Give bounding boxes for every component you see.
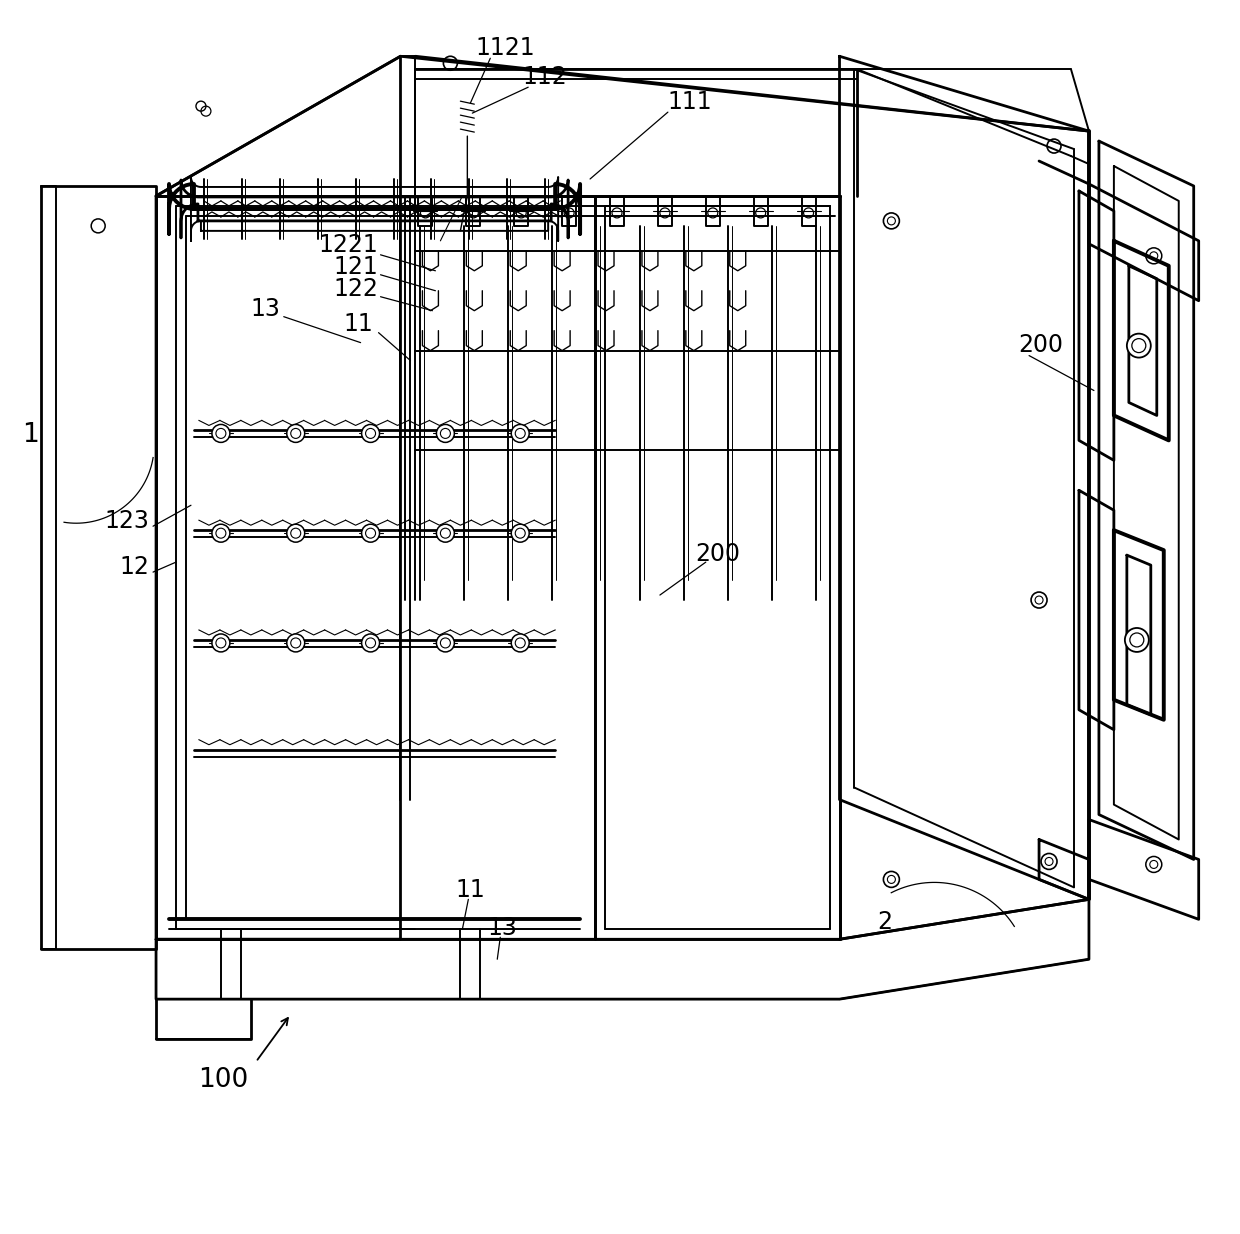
Circle shape	[212, 524, 229, 542]
Circle shape	[436, 524, 454, 542]
Circle shape	[436, 634, 454, 652]
Text: 11: 11	[343, 312, 373, 336]
Text: 1221: 1221	[319, 233, 378, 257]
Circle shape	[362, 634, 379, 652]
Circle shape	[362, 524, 379, 542]
Text: 13: 13	[487, 917, 517, 940]
Text: 111: 111	[667, 90, 712, 115]
Circle shape	[212, 634, 229, 652]
Text: 200: 200	[696, 542, 740, 566]
Text: 1: 1	[22, 422, 40, 448]
Circle shape	[1125, 628, 1148, 652]
Text: 112: 112	[523, 65, 568, 89]
Text: 100: 100	[197, 1067, 248, 1093]
Text: 12: 12	[119, 555, 149, 579]
Circle shape	[362, 424, 379, 443]
Circle shape	[511, 424, 529, 443]
Circle shape	[286, 524, 305, 542]
Text: 200: 200	[1018, 333, 1064, 357]
Text: 11: 11	[455, 879, 485, 902]
Circle shape	[511, 524, 529, 542]
Text: 122: 122	[334, 276, 378, 301]
Circle shape	[286, 424, 305, 443]
Text: 2: 2	[877, 911, 892, 934]
Text: 1121: 1121	[475, 36, 536, 60]
Circle shape	[1127, 333, 1151, 358]
Text: 123: 123	[104, 510, 149, 533]
Circle shape	[286, 634, 305, 652]
Text: 121: 121	[334, 254, 378, 279]
Circle shape	[511, 634, 529, 652]
Circle shape	[436, 424, 454, 443]
Text: 13: 13	[250, 296, 280, 321]
Circle shape	[212, 424, 229, 443]
